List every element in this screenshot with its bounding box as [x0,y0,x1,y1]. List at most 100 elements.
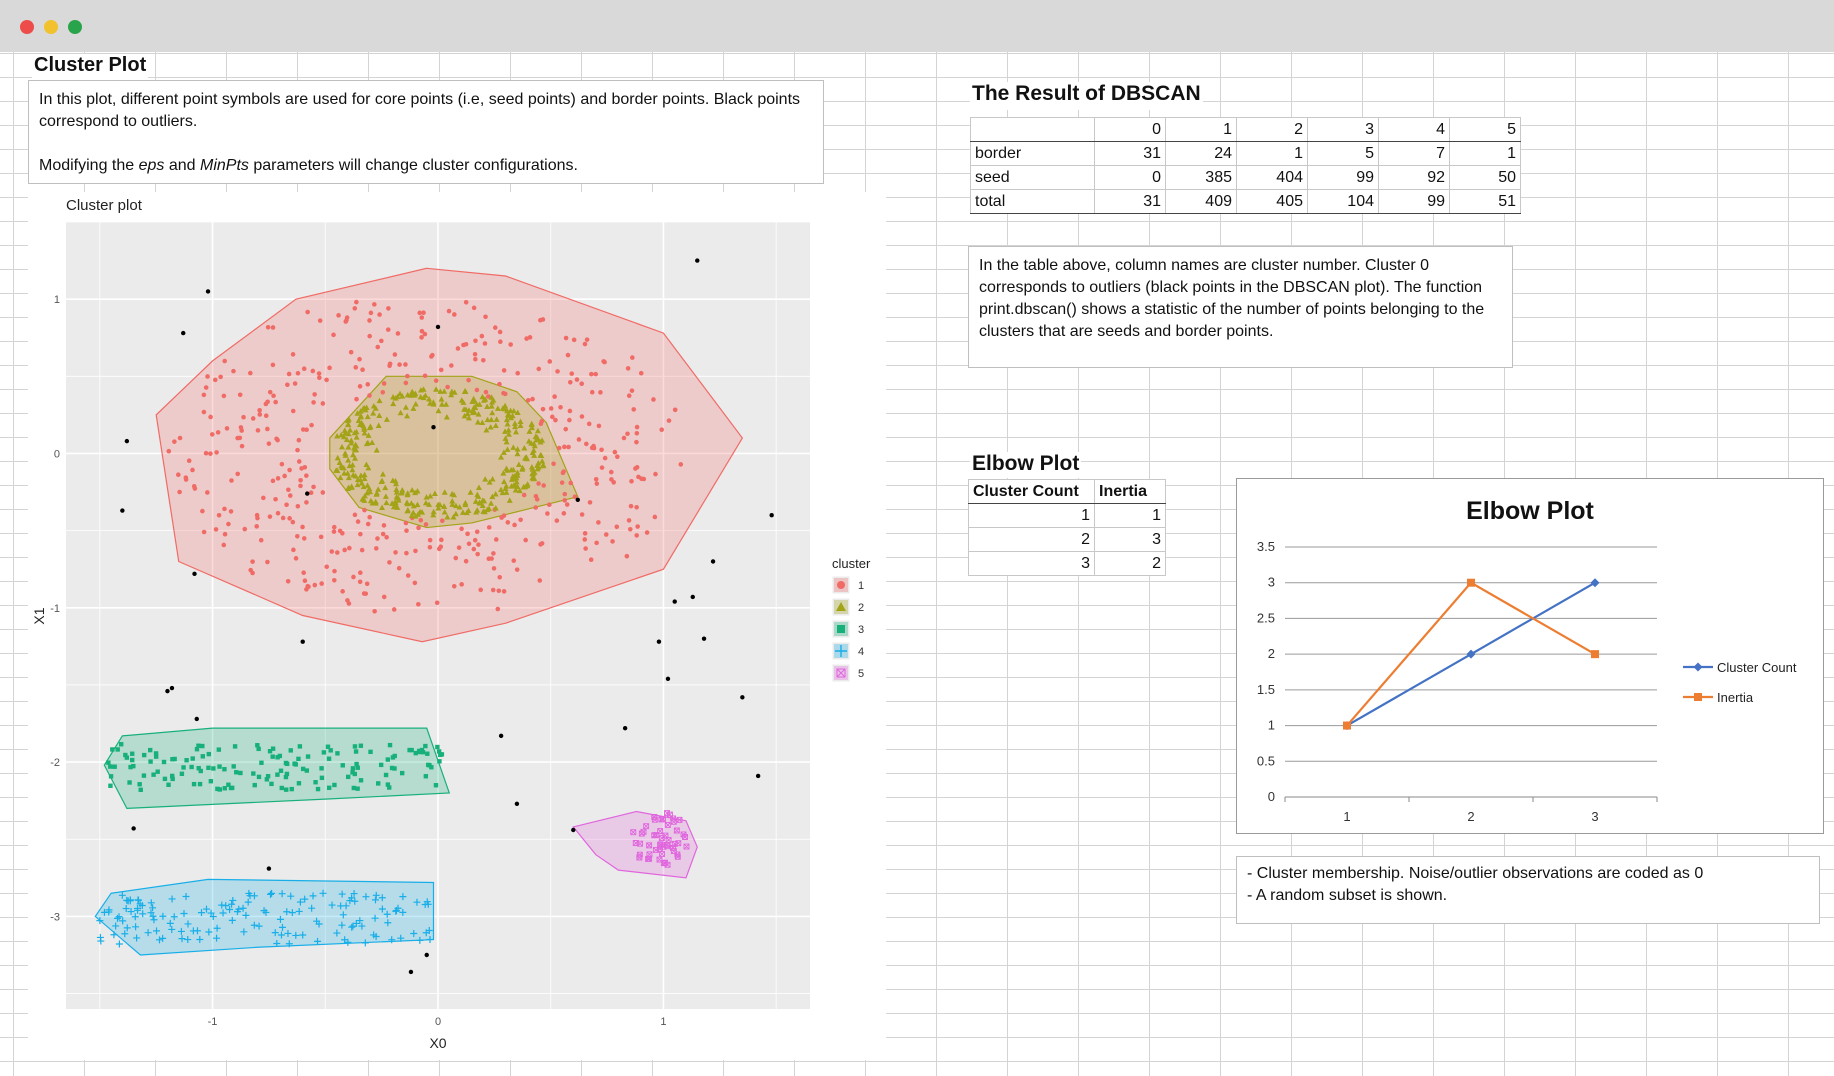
table-cell[interactable]: 385 [1165,165,1237,190]
cluster-1-point [456,545,462,550]
cluster-2-point [379,504,386,511]
cluster-2-point [492,491,499,497]
cluster-4-point [278,923,286,931]
cluster-1-point [265,324,271,330]
cluster-4-point [159,934,167,942]
cluster-1-point [558,404,563,410]
cluster-2-point [504,446,511,452]
row-label-cell[interactable]: border [970,141,1095,166]
table-column-header[interactable]: 2 [1236,117,1308,142]
cluster-2-point [481,508,488,515]
table-column-header[interactable]: Inertia [1094,479,1166,504]
outlier-point [305,491,310,496]
table-cell[interactable]: 24 [1165,141,1237,166]
cluster-1-point [222,531,228,537]
table-cell[interactable]: 0 [1094,165,1166,190]
row-label-cell[interactable]: seed [970,165,1095,190]
table-cell[interactable]: 2 [968,527,1095,552]
cluster-4-point [96,917,104,925]
table-column-header[interactable]: 0 [1094,117,1166,142]
cluster-1-point [375,536,380,541]
table-cell[interactable]: 409 [1165,189,1237,214]
table-cell[interactable]: 1 [1236,141,1308,166]
cluster-2-point [503,438,510,445]
close-window-button[interactable] [20,20,34,34]
cluster-1-point [418,517,424,523]
cluster-1-point [357,356,362,362]
cluster-2-point [539,437,546,443]
maximize-window-button[interactable] [68,20,82,34]
cluster-1-point [419,328,425,334]
cluster-1-point [367,333,372,339]
table-corner-cell[interactable] [970,117,1095,142]
cluster-3-point [296,756,301,762]
table-cell[interactable]: 405 [1236,189,1308,214]
cluster-2-point [379,477,386,484]
table-cell[interactable]: 31 [1094,141,1166,166]
table-cell[interactable]: 3 [968,551,1095,576]
table-cell[interactable]: 3 [1094,527,1166,552]
table-column-header[interactable]: 5 [1449,117,1521,142]
cluster-1-point [324,377,329,383]
table-cell[interactable]: 99 [1378,189,1450,214]
table-cell[interactable]: 99 [1307,165,1379,190]
cluster-2-point [356,421,363,428]
cluster-1-point [248,567,254,573]
table-cell[interactable]: 1 [1449,141,1521,166]
cluster-2-point [463,509,470,516]
table-column-header[interactable]: 1 [1165,117,1237,142]
cluster-1-point [255,428,261,433]
cluster-2-point [505,426,512,433]
cluster-4-point [362,893,370,901]
outlier-point [514,801,520,806]
table-column-header[interactable]: 3 [1307,117,1379,142]
cluster-1-point [419,315,425,320]
table-cell[interactable]: 92 [1378,165,1450,190]
cluster-2-point [392,477,399,484]
cluster-4-point [196,936,204,944]
table-cell[interactable]: 51 [1449,189,1521,214]
cluster-2-point [504,411,511,418]
elbow-point [1590,578,1600,588]
cluster-1-point [562,444,567,450]
table-cell[interactable]: 5 [1307,141,1379,166]
outlier-point [194,716,199,722]
cluster-4-point [410,929,418,937]
table-cell[interactable]: 31 [1094,189,1166,214]
elbow-chart-object[interactable]: Elbow Plot 3.5 3 2.5 2 1.5 1 0.5 0 1 2 3 Cluster C… [1236,478,1824,834]
table-cell[interactable]: 1 [968,503,1095,528]
cluster-1-point [541,483,546,488]
minimize-window-button[interactable] [44,20,58,34]
cluster-4-point [276,915,284,923]
cluster-3-point [355,786,360,791]
table-cell[interactable]: 1 [1094,503,1166,528]
cluster-2-point [487,424,494,430]
cluster-4-point [115,940,123,948]
cluster-1-point [305,309,310,315]
table-cell[interactable]: 404 [1236,165,1308,190]
cluster-5-point [662,859,668,866]
table-cell[interactable]: 2 [1094,551,1166,576]
cluster-2-point [342,430,349,436]
cluster-1-point [459,582,464,587]
cluster-1-point [357,570,363,576]
table-column-header[interactable]: Cluster Count [968,479,1095,504]
cluster-1-point [562,498,567,503]
cluster-1-point [331,577,337,583]
table-cell[interactable]: 50 [1449,165,1521,190]
cluster-3-point [340,763,345,768]
table-column-header[interactable]: 4 [1378,117,1450,142]
cluster-5-point [673,827,680,834]
row-label-cell[interactable]: total [970,189,1095,214]
cluster-2-point [373,489,380,496]
cluster-1-point [296,437,302,443]
table-cell[interactable]: 104 [1307,189,1379,214]
cluster-2-point [345,457,352,463]
dbscan-note-text: In the table above, column names are clu… [979,257,1485,340]
table-cell[interactable]: 7 [1378,141,1450,166]
cluster-1-point [625,366,631,371]
cluster-1-point [589,389,595,395]
cluster-1-point [439,537,444,543]
cluster-1-point [312,582,318,588]
cluster-1-point [365,521,371,527]
